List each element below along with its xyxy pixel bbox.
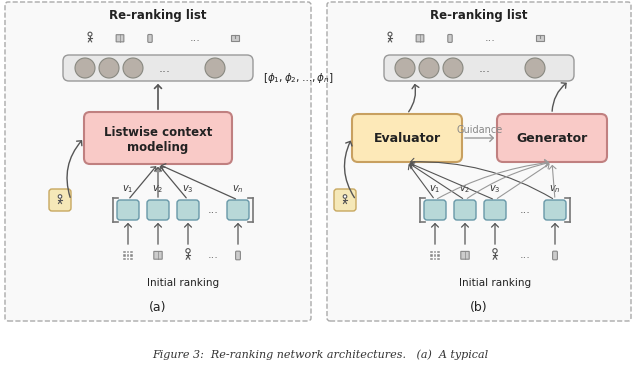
Circle shape bbox=[88, 32, 92, 36]
Text: ...: ... bbox=[159, 61, 171, 75]
Circle shape bbox=[58, 195, 62, 198]
Text: Re-ranking list: Re-ranking list bbox=[109, 9, 207, 22]
Bar bbox=[437, 258, 440, 260]
Text: (b): (b) bbox=[470, 302, 488, 315]
FancyBboxPatch shape bbox=[116, 35, 124, 42]
FancyBboxPatch shape bbox=[461, 251, 469, 259]
Text: Guidance: Guidance bbox=[456, 125, 502, 135]
FancyBboxPatch shape bbox=[352, 114, 462, 162]
Bar bbox=[430, 254, 433, 257]
Bar bbox=[434, 258, 436, 260]
FancyBboxPatch shape bbox=[147, 200, 169, 220]
Text: Re-ranking list: Re-ranking list bbox=[430, 9, 528, 22]
FancyBboxPatch shape bbox=[117, 200, 139, 220]
Text: ...: ... bbox=[479, 61, 491, 75]
Bar bbox=[536, 35, 545, 41]
Text: (a): (a) bbox=[149, 302, 167, 315]
Text: $v_2$: $v_2$ bbox=[460, 183, 470, 195]
Text: Initial ranking: Initial ranking bbox=[459, 278, 531, 288]
Bar bbox=[437, 251, 440, 253]
Bar bbox=[434, 251, 436, 253]
Text: Evaluator: Evaluator bbox=[373, 132, 440, 144]
Text: ...: ... bbox=[484, 33, 495, 43]
FancyBboxPatch shape bbox=[154, 251, 162, 259]
FancyBboxPatch shape bbox=[552, 251, 557, 260]
Bar bbox=[127, 251, 129, 253]
Bar bbox=[123, 258, 126, 260]
FancyBboxPatch shape bbox=[424, 200, 446, 220]
FancyBboxPatch shape bbox=[384, 55, 574, 81]
Text: $[\phi_1, \phi_2, \ldots, \phi_n]$: $[\phi_1, \phi_2, \ldots, \phi_n]$ bbox=[263, 71, 334, 85]
Circle shape bbox=[419, 58, 439, 78]
Text: ...: ... bbox=[520, 250, 531, 260]
Circle shape bbox=[205, 58, 225, 78]
Bar bbox=[131, 251, 133, 253]
Text: $v_2$: $v_2$ bbox=[152, 183, 164, 195]
Circle shape bbox=[525, 58, 545, 78]
FancyBboxPatch shape bbox=[49, 189, 71, 211]
Circle shape bbox=[343, 195, 347, 198]
Text: ...: ... bbox=[207, 250, 218, 260]
FancyBboxPatch shape bbox=[5, 2, 311, 321]
Circle shape bbox=[395, 58, 415, 78]
Bar bbox=[430, 251, 433, 253]
Bar bbox=[123, 254, 126, 257]
Text: $v_3$: $v_3$ bbox=[489, 183, 500, 195]
Text: ...: ... bbox=[207, 205, 218, 215]
Bar bbox=[127, 254, 129, 257]
Text: ...: ... bbox=[189, 33, 200, 43]
Circle shape bbox=[186, 249, 190, 253]
Circle shape bbox=[388, 32, 392, 36]
Circle shape bbox=[493, 249, 497, 253]
FancyBboxPatch shape bbox=[484, 200, 506, 220]
Circle shape bbox=[99, 58, 119, 78]
Bar bbox=[127, 258, 129, 260]
FancyBboxPatch shape bbox=[334, 189, 356, 211]
FancyBboxPatch shape bbox=[148, 34, 152, 42]
FancyBboxPatch shape bbox=[454, 200, 476, 220]
Text: Figure 3:  Re-ranking network architectures.   (a)  A typical: Figure 3: Re-ranking network architectur… bbox=[152, 350, 488, 360]
FancyBboxPatch shape bbox=[497, 114, 607, 162]
Text: ...: ... bbox=[520, 205, 531, 215]
Circle shape bbox=[123, 58, 143, 78]
Bar bbox=[131, 254, 133, 257]
Bar bbox=[434, 254, 436, 257]
FancyBboxPatch shape bbox=[177, 200, 199, 220]
FancyBboxPatch shape bbox=[227, 200, 249, 220]
FancyBboxPatch shape bbox=[63, 55, 253, 81]
Text: $v_n$: $v_n$ bbox=[549, 183, 561, 195]
FancyBboxPatch shape bbox=[84, 112, 232, 164]
Text: $v_3$: $v_3$ bbox=[182, 183, 194, 195]
Text: Listwise context: Listwise context bbox=[104, 125, 212, 138]
FancyBboxPatch shape bbox=[327, 2, 631, 321]
Text: Generator: Generator bbox=[516, 132, 588, 144]
FancyBboxPatch shape bbox=[448, 34, 452, 42]
Bar bbox=[430, 258, 433, 260]
Text: $v_1$: $v_1$ bbox=[122, 183, 134, 195]
Circle shape bbox=[75, 58, 95, 78]
Text: Initial ranking: Initial ranking bbox=[147, 278, 219, 288]
Text: modeling: modeling bbox=[127, 141, 189, 153]
FancyBboxPatch shape bbox=[416, 35, 424, 42]
Bar bbox=[437, 254, 440, 257]
FancyBboxPatch shape bbox=[544, 200, 566, 220]
Text: $v_1$: $v_1$ bbox=[429, 183, 441, 195]
Bar bbox=[230, 35, 239, 41]
Bar bbox=[131, 258, 133, 260]
FancyBboxPatch shape bbox=[236, 251, 241, 260]
Text: $v_n$: $v_n$ bbox=[232, 183, 244, 195]
Bar bbox=[123, 251, 126, 253]
Circle shape bbox=[443, 58, 463, 78]
